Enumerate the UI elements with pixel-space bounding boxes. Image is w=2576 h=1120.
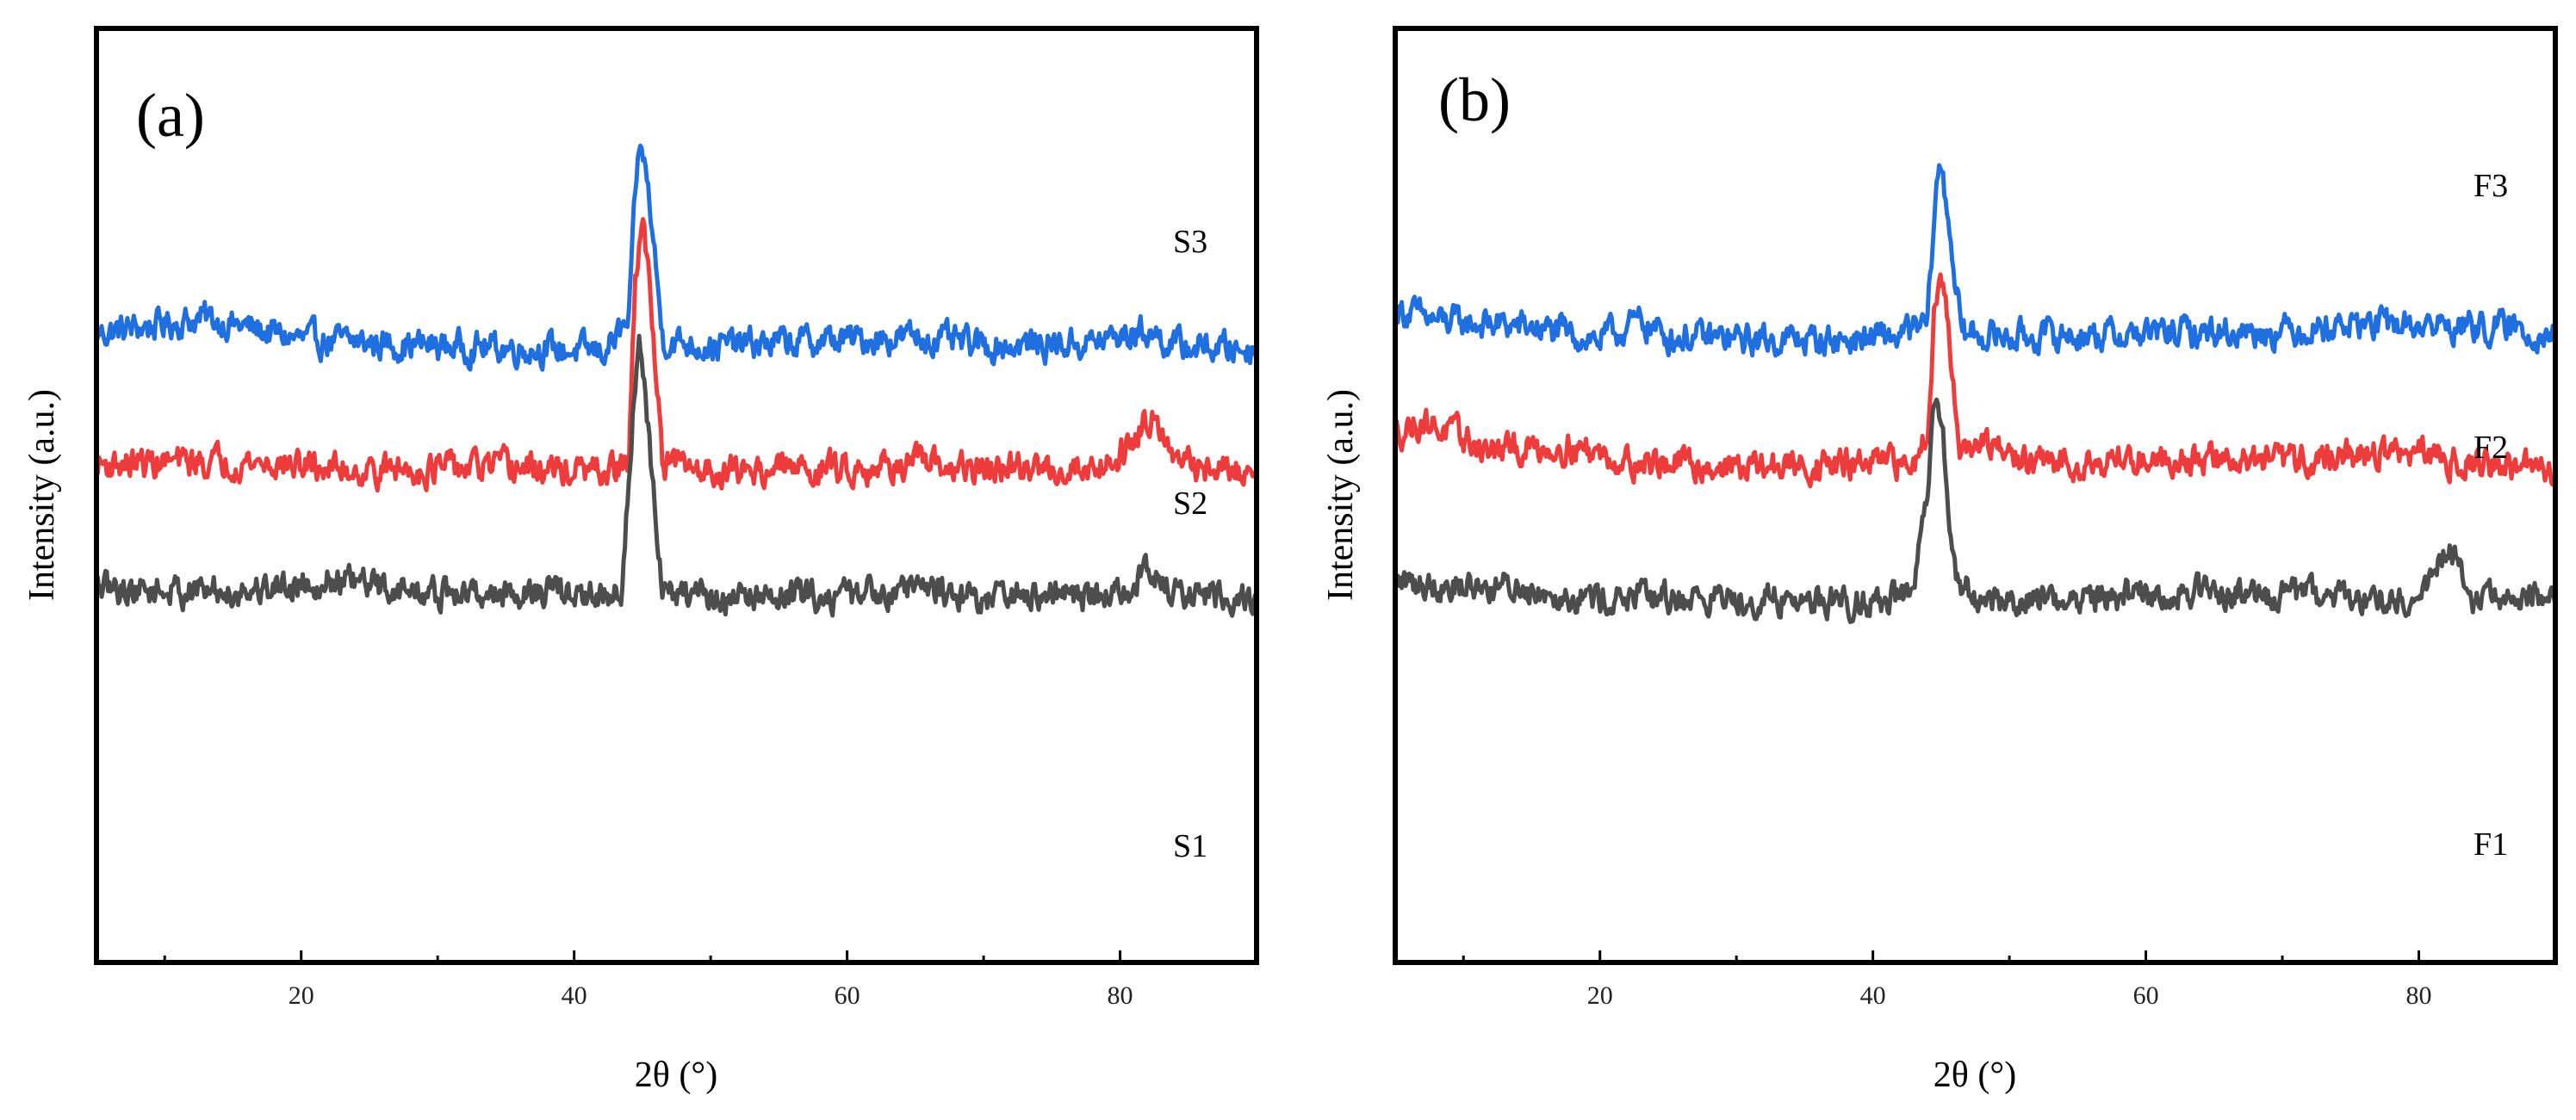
panel-b: 20 40 60 80 (b) 2θ (°) Intensity (a.u.) F3 … (1321, 26, 2558, 1095)
panel-b-traces (1393, 163, 2558, 624)
series-line-s2 (94, 217, 1259, 493)
series-line-s3 (94, 143, 1259, 372)
panel-b-series-label-f3: F3 (2474, 168, 2508, 204)
x-tick-label-60: 60 (835, 981, 860, 1010)
panel-a-traces (94, 143, 1259, 618)
panel-a-series-label-s2: S2 (1173, 486, 1207, 522)
x-tick-label-80: 80 (1108, 981, 1133, 1010)
series-line-s1 (94, 333, 1259, 618)
panel-a-frame (94, 26, 1259, 965)
panel-a: 20 40 60 80 (a) 2θ (°) Intensity (a.u.) S3 … (22, 26, 1259, 1095)
panel-b-y-axis-title: Intensity (a.u.) (1321, 389, 1361, 601)
x-tick-label-40: 40 (562, 981, 587, 1010)
x-tick-label-20: 20 (289, 981, 314, 1010)
panel-b-series-label-f1: F1 (2474, 826, 2508, 863)
x-tick-label-40: 40 (1860, 981, 1886, 1010)
panel-a-label: (a) (136, 81, 205, 150)
panel-a-x-axis-title: 2θ (°) (635, 1055, 717, 1095)
panel-b-series-label-f2: F2 (2474, 430, 2508, 466)
x-tick-label-80: 80 (2406, 981, 2432, 1010)
series-line-f2 (1393, 272, 2558, 489)
panel-b-label: (b) (1438, 65, 1511, 134)
panel-a-ticks: 20 40 60 80 (163, 950, 1133, 1010)
x-tick-label-20: 20 (1587, 981, 1613, 1010)
panel-a-y-axis-title: Intensity (a.u.) (22, 389, 62, 601)
panel-b-frame (1393, 26, 2558, 965)
panel-a-series-label-s1: S1 (1173, 828, 1207, 864)
series-line-f3 (1393, 163, 2558, 358)
panel-b-x-axis-title: 2θ (°) (1934, 1055, 2016, 1095)
x-tick-label-60: 60 (2133, 981, 2159, 1010)
panel-b-ticks: 20 40 60 80 (1462, 950, 2432, 1010)
series-line-f1 (1393, 397, 2558, 624)
panel-a-series-label-s3: S3 (1173, 224, 1207, 260)
